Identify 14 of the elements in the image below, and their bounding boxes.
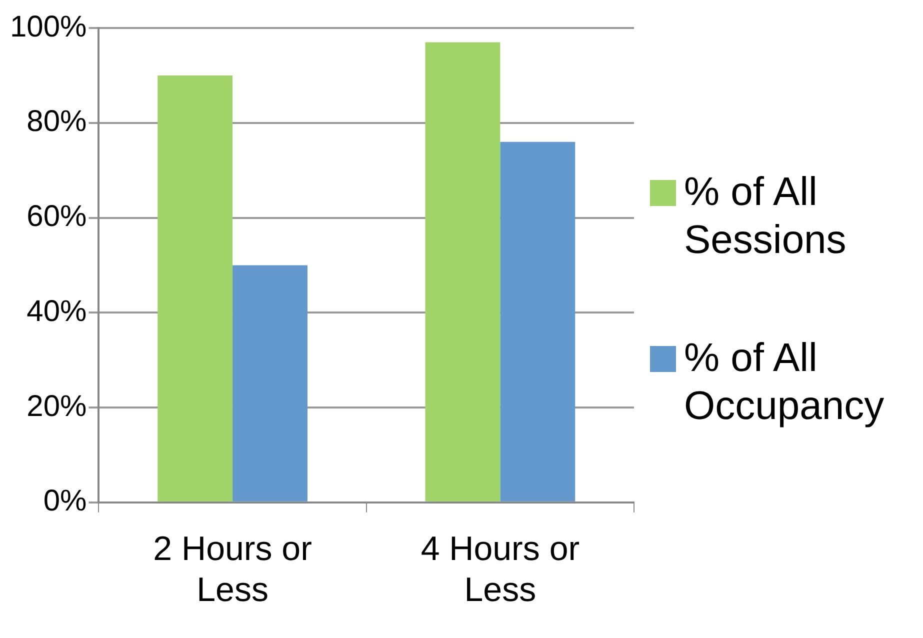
y-tick-label: 100% xyxy=(10,10,87,44)
x-tick-label: 4 Hours or Less xyxy=(420,530,580,609)
y-tick-label: 0% xyxy=(43,484,87,518)
legend-label: % of All Occupancy xyxy=(684,335,886,430)
y-tick-label: 60% xyxy=(26,200,87,234)
y-tick-label: 20% xyxy=(26,390,87,423)
legend-label: % of All Sessions xyxy=(684,169,848,264)
bar xyxy=(500,142,576,502)
bar xyxy=(158,75,233,502)
x-tick-label: 2 Hours or Less xyxy=(153,530,312,609)
bar xyxy=(232,265,308,502)
y-tick-label: 40% xyxy=(26,294,87,328)
bar xyxy=(425,42,500,502)
y-tick-label: 80% xyxy=(26,105,87,138)
